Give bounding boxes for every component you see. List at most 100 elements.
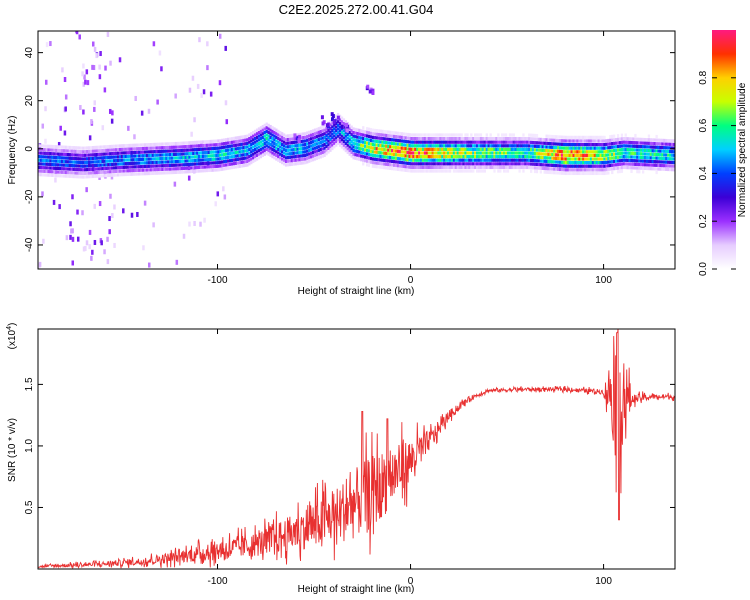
heatmap-cell [348, 145, 351, 149]
heatmap-cell [589, 135, 593, 139]
heatmap-cell [45, 173, 48, 177]
heatmap-cell [618, 137, 622, 141]
heatmap-cell [485, 147, 488, 151]
heatmap-cell [99, 152, 102, 156]
heatmap-cell [645, 156, 649, 160]
heatmap-cell [253, 151, 257, 155]
heatmap-cell [309, 155, 313, 159]
heatmap-cell [234, 147, 237, 151]
heatmap-cell [475, 140, 479, 144]
heatmap-cell [331, 132, 334, 136]
heatmap-cell [570, 153, 573, 158]
heatmap-cell [555, 167, 558, 171]
heatmap-cell [462, 147, 465, 151]
heatmap-cell [80, 168, 83, 172]
heatmap-cell [655, 167, 658, 171]
heatmap-cell [410, 155, 413, 159]
heatmap-cell [522, 165, 525, 170]
heatmap-cell [211, 161, 214, 165]
heatmap-cell [597, 168, 600, 172]
heatmap-cell [439, 169, 442, 173]
heatmap-cell [145, 172, 149, 176]
heatmap-cell [379, 147, 382, 151]
heatmap-cell [238, 139, 241, 143]
heatmap-cell [182, 163, 185, 167]
heatmap-cell [464, 155, 467, 159]
heatmap-cell [489, 162, 492, 166]
heatmap-cell [196, 140, 199, 144]
heatmap-cell [389, 166, 392, 170]
heatmap-cell [464, 169, 467, 173]
heatmap-cell [626, 162, 629, 166]
heatmap-cell [315, 156, 319, 160]
heatmap-cell [209, 143, 212, 147]
heatmap-cell [269, 135, 272, 139]
heatmap-cell [605, 146, 608, 150]
heatmap-cell [134, 161, 137, 165]
heatmap-cell [188, 170, 191, 174]
heatmap-cell [431, 140, 434, 144]
heatmap-cell [261, 146, 265, 150]
heatmap-cell [618, 151, 622, 156]
heatmap-cell [91, 174, 95, 179]
heatmap-cell [265, 133, 268, 137]
heatmap-cell [236, 139, 239, 143]
heatmap-cell [464, 165, 467, 170]
heatmap-cell [151, 150, 154, 154]
heatmap-cell [566, 168, 570, 172]
heatmap-cell [215, 143, 218, 147]
heatmap-cell [437, 133, 440, 137]
heatmap-cell [83, 74, 86, 80]
heatmap-cell [667, 167, 670, 172]
heatmap-cell [165, 156, 168, 160]
heatmap-cell [408, 158, 411, 162]
heatmap-cell [418, 155, 421, 159]
heatmap-cell [80, 157, 83, 161]
heatmap-cell [302, 161, 305, 165]
heatmap-cell [358, 143, 361, 147]
heatmap-cell [582, 139, 585, 143]
heatmap-cell [570, 157, 573, 161]
spectrogram-cells [38, 31, 675, 269]
heatmap-cell [622, 165, 625, 170]
heatmap-cell [223, 145, 226, 149]
heatmap-cell [72, 167, 75, 171]
heatmap-cell [118, 162, 122, 166]
heatmap-cell [454, 144, 458, 148]
heatmap-cell [367, 134, 371, 139]
heatmap-cell [147, 153, 151, 158]
heatmap-cell [91, 156, 95, 161]
heatmap-cell [157, 149, 160, 154]
heatmap-cell [127, 125, 130, 131]
heatmap-cell [418, 162, 421, 166]
heatmap-cell [404, 168, 407, 172]
heatmap-cell [174, 145, 178, 149]
heatmap-cell [574, 161, 577, 165]
heatmap-cell [223, 156, 226, 160]
heatmap-cell [342, 132, 346, 136]
heatmap-cell [207, 139, 210, 144]
heatmap-cell [47, 166, 50, 170]
heatmap-cell [342, 129, 346, 133]
heatmap-cell [541, 163, 544, 167]
heatmap-cell [178, 167, 182, 171]
heatmap-cell [111, 159, 114, 163]
heatmap-cell [408, 133, 411, 137]
heatmap-cell [416, 136, 419, 141]
heatmap-cell [70, 167, 73, 171]
heatmap-cell [263, 149, 266, 153]
heatmap-cell [182, 170, 185, 174]
heatmap-cell [655, 145, 658, 149]
snr-y-label: SNR (10 * v/v) [7, 418, 18, 482]
heatmap-cell [51, 144, 54, 149]
heatmap-cell [387, 152, 390, 156]
heatmap-cell [105, 152, 108, 156]
heatmap-cell [70, 228, 73, 234]
heatmap-cell [49, 144, 52, 149]
heatmap-cell [613, 163, 616, 167]
heatmap-cell [335, 121, 338, 126]
heatmap-cell [437, 162, 440, 166]
heatmap-cell [43, 173, 46, 177]
heatmap-cell [360, 150, 363, 155]
heatmap-cell [657, 167, 660, 171]
